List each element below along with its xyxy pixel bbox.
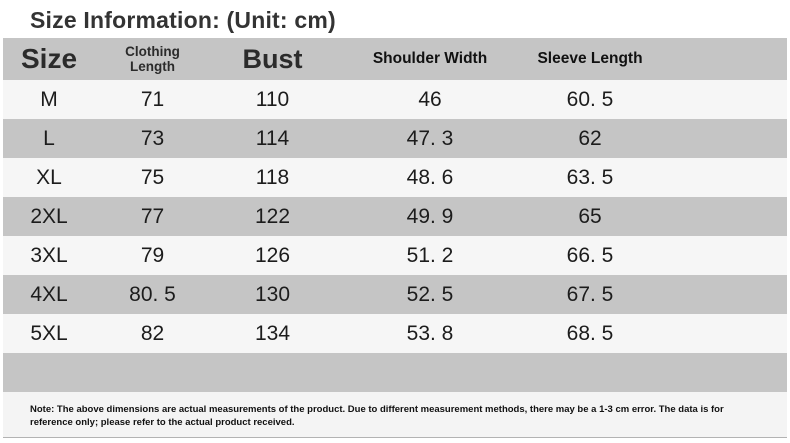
cell-size: XL [36, 165, 62, 189]
cell-clothing-length: 79 [140, 243, 165, 267]
cell-bust: 134 [254, 321, 291, 345]
cell-shoulder-width: 48. 6 [406, 165, 454, 189]
note-area: Note: The above dimensions are actual me… [3, 392, 787, 437]
header-cell-bust: Bust [242, 43, 303, 74]
header-cell-sleeve-length: Sleeve Length [537, 50, 643, 67]
cell-bust: 122 [254, 204, 291, 228]
table-row-4XL: 4XL 80. 5 130 52. 5 67. 5 [3, 275, 787, 314]
cell-clothing-length: 71 [140, 87, 165, 111]
cell-clothing-length: 73 [140, 126, 165, 150]
header-cell-clothing-length: Clothing Length [125, 43, 180, 74]
empty-spacer-row [3, 353, 787, 392]
table-row-3XL: 3XL 79 126 51. 2 66. 5 [3, 236, 787, 275]
size-table: Size Clothing Length Bust Shoulder Width Slee… [3, 38, 787, 438]
cell-shoulder-width: 47. 3 [406, 126, 454, 150]
cell-sleeve-length: 65 [578, 204, 602, 228]
cell-sleeve-length: 67. 5 [566, 282, 614, 306]
cell-bust: 110 [255, 87, 290, 111]
cell-sleeve-length: 62 [578, 126, 602, 150]
cell-clothing-length: 80. 5 [129, 282, 176, 306]
cell-bust: 114 [255, 126, 290, 150]
cell-sleeve-length: 63. 5 [566, 165, 614, 189]
table-row-5XL: 5XL 82 134 53. 8 68. 5 [3, 314, 787, 353]
cell-sleeve-length: 60. 5 [566, 87, 614, 111]
cell-bust: 130 [254, 282, 291, 306]
cell-size: M [40, 87, 58, 111]
cell-clothing-length: 82 [140, 321, 165, 345]
cell-shoulder-width: 49. 9 [406, 204, 454, 228]
size-table-body: M 71 110 46 60. 5 L 73 114 47. 3 62 XL 75 118 48. 6 63… [3, 80, 787, 353]
cell-size: L [43, 126, 55, 150]
cell-bust: 126 [254, 243, 291, 267]
header-cell-shoulder-width: Shoulder Width [372, 50, 488, 67]
cell-shoulder-width: 52. 5 [406, 282, 454, 306]
table-row-L: L 73 114 47. 3 62 [3, 119, 787, 158]
page-title: Size Information: (Unit: cm) [30, 7, 336, 33]
cell-size: 3XL [30, 243, 68, 267]
cell-shoulder-width: 51. 2 [406, 243, 454, 267]
cell-shoulder-width: 53. 8 [406, 321, 454, 345]
cell-bust: 118 [255, 165, 290, 189]
cell-shoulder-width: 46 [418, 87, 442, 111]
table-row-XL: XL 75 118 48. 6 63. 5 [3, 158, 787, 197]
table-row-M: M 71 110 46 60. 5 [3, 80, 787, 119]
cell-sleeve-length: 66. 5 [566, 243, 614, 267]
size-table-header: Size Clothing Length Bust Shoulder Width Slee… [3, 38, 787, 80]
bottom-divider [3, 437, 787, 438]
table-row-2XL: 2XL 77 122 49. 9 65 [3, 197, 787, 236]
header-cell-size: Size [20, 43, 78, 74]
cell-size: 5XL [30, 321, 68, 345]
measurement-note: Note: The above dimensions are actual me… [30, 404, 724, 428]
cell-size: 2XL [30, 204, 68, 228]
cell-clothing-length: 75 [140, 165, 165, 189]
cell-size: 4XL [30, 282, 68, 306]
cell-clothing-length: 77 [140, 204, 165, 228]
cell-sleeve-length: 68. 5 [566, 321, 614, 345]
